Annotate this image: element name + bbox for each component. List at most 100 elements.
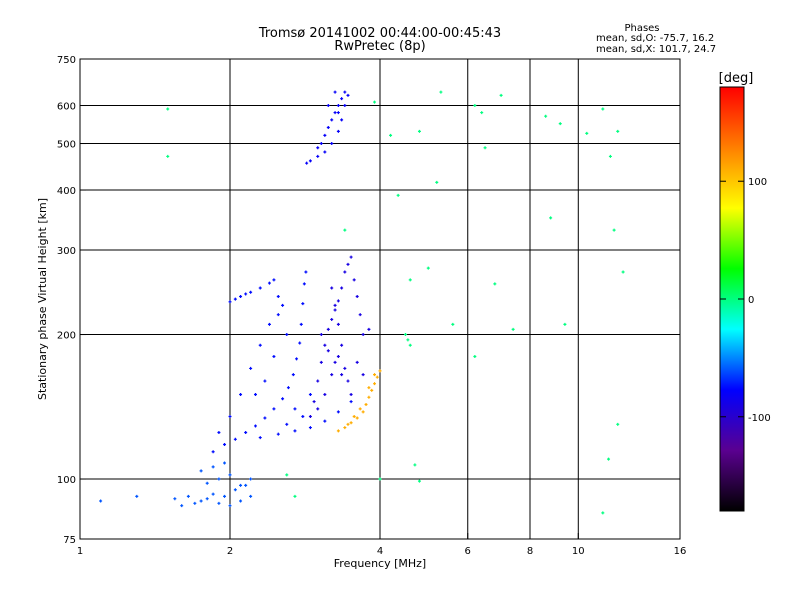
data-point xyxy=(233,437,237,441)
data-point xyxy=(370,388,374,392)
data-point xyxy=(228,473,232,477)
data-point xyxy=(239,295,243,299)
data-point xyxy=(253,424,257,428)
y-axis-label: Stationary phase Virtual Height [km] xyxy=(36,198,49,400)
data-point xyxy=(258,286,262,290)
data-point xyxy=(316,154,320,158)
data-point xyxy=(249,494,253,498)
data-point xyxy=(358,407,362,411)
data-point xyxy=(473,104,477,108)
data-point xyxy=(511,327,515,331)
data-point xyxy=(293,407,297,411)
x-axis-label: Frequency [MHz] xyxy=(334,557,426,570)
data-point xyxy=(319,333,323,337)
data-point xyxy=(343,104,347,108)
data-point xyxy=(340,373,344,377)
data-point xyxy=(389,133,393,137)
data-point xyxy=(349,393,353,397)
data-point xyxy=(375,375,379,379)
data-point xyxy=(316,379,320,383)
data-point xyxy=(349,400,353,404)
data-point xyxy=(308,414,312,418)
data-point xyxy=(276,432,280,436)
data-point xyxy=(544,114,548,118)
data-point xyxy=(249,366,253,370)
data-point xyxy=(291,373,295,377)
data-point xyxy=(239,483,243,487)
data-point xyxy=(323,393,327,397)
x-tick-label: 1 xyxy=(77,546,83,557)
data-point xyxy=(563,322,567,326)
data-point xyxy=(451,322,455,326)
data-point xyxy=(228,504,232,508)
data-point xyxy=(258,343,262,347)
data-point xyxy=(378,477,382,481)
data-point xyxy=(223,494,227,498)
data-point xyxy=(233,488,237,492)
data-point xyxy=(406,338,410,342)
data-point xyxy=(333,111,337,115)
y-tick-label: 75 xyxy=(63,535,76,546)
data-point xyxy=(239,499,243,503)
data-point xyxy=(408,278,412,282)
phases-stats-title: Phases xyxy=(624,23,660,34)
data-point xyxy=(435,180,439,184)
y-tick-label: 750 xyxy=(57,55,76,66)
chart-subtitle: RwPretec (8p) xyxy=(334,39,426,54)
data-point xyxy=(305,161,309,165)
data-point xyxy=(301,414,305,418)
data-point xyxy=(608,154,612,158)
data-point xyxy=(211,450,215,454)
data-point xyxy=(330,142,334,146)
data-point xyxy=(323,419,327,423)
data-point xyxy=(417,479,421,483)
data-point xyxy=(293,429,297,433)
data-point xyxy=(263,379,267,383)
x-tick-label: 8 xyxy=(527,546,533,557)
data-point xyxy=(616,129,620,133)
data-point xyxy=(211,492,215,496)
data-point xyxy=(326,327,330,331)
data-point xyxy=(340,343,344,347)
y-tick-label: 300 xyxy=(57,246,76,257)
data-point xyxy=(367,386,371,390)
data-point xyxy=(295,357,299,361)
colorbar-tick-label: 0 xyxy=(748,295,754,306)
data-point xyxy=(343,90,347,94)
data-point xyxy=(276,313,280,317)
x-tick-label: 2 xyxy=(227,546,233,557)
data-point xyxy=(293,494,297,498)
data-point xyxy=(361,333,365,337)
data-point xyxy=(308,426,312,430)
data-point xyxy=(326,104,330,108)
data-point xyxy=(326,349,330,353)
data-point xyxy=(361,410,365,414)
data-point xyxy=(333,360,337,364)
colorbar-tick-label: 100 xyxy=(748,177,767,188)
data-point xyxy=(367,327,371,331)
data-point xyxy=(312,400,316,404)
colorbar-label: [deg] xyxy=(719,71,754,86)
data-point xyxy=(343,270,347,274)
data-point xyxy=(352,414,356,418)
data-point xyxy=(601,107,605,111)
data-point xyxy=(239,393,243,397)
data-point xyxy=(330,118,334,122)
data-point xyxy=(483,146,487,150)
data-point xyxy=(166,107,170,111)
data-point xyxy=(417,129,421,133)
data-point xyxy=(281,397,285,401)
data-point xyxy=(267,322,271,326)
data-point xyxy=(99,499,103,503)
data-point xyxy=(330,317,334,321)
colorbar-tick-label: -100 xyxy=(748,413,771,424)
data-point xyxy=(276,295,280,299)
data-point xyxy=(308,393,312,397)
data-point xyxy=(285,422,289,426)
data-point xyxy=(316,407,320,411)
data-point xyxy=(199,469,203,473)
x-tick-label: 16 xyxy=(674,546,687,557)
data-point xyxy=(272,278,276,282)
data-point xyxy=(323,133,327,137)
